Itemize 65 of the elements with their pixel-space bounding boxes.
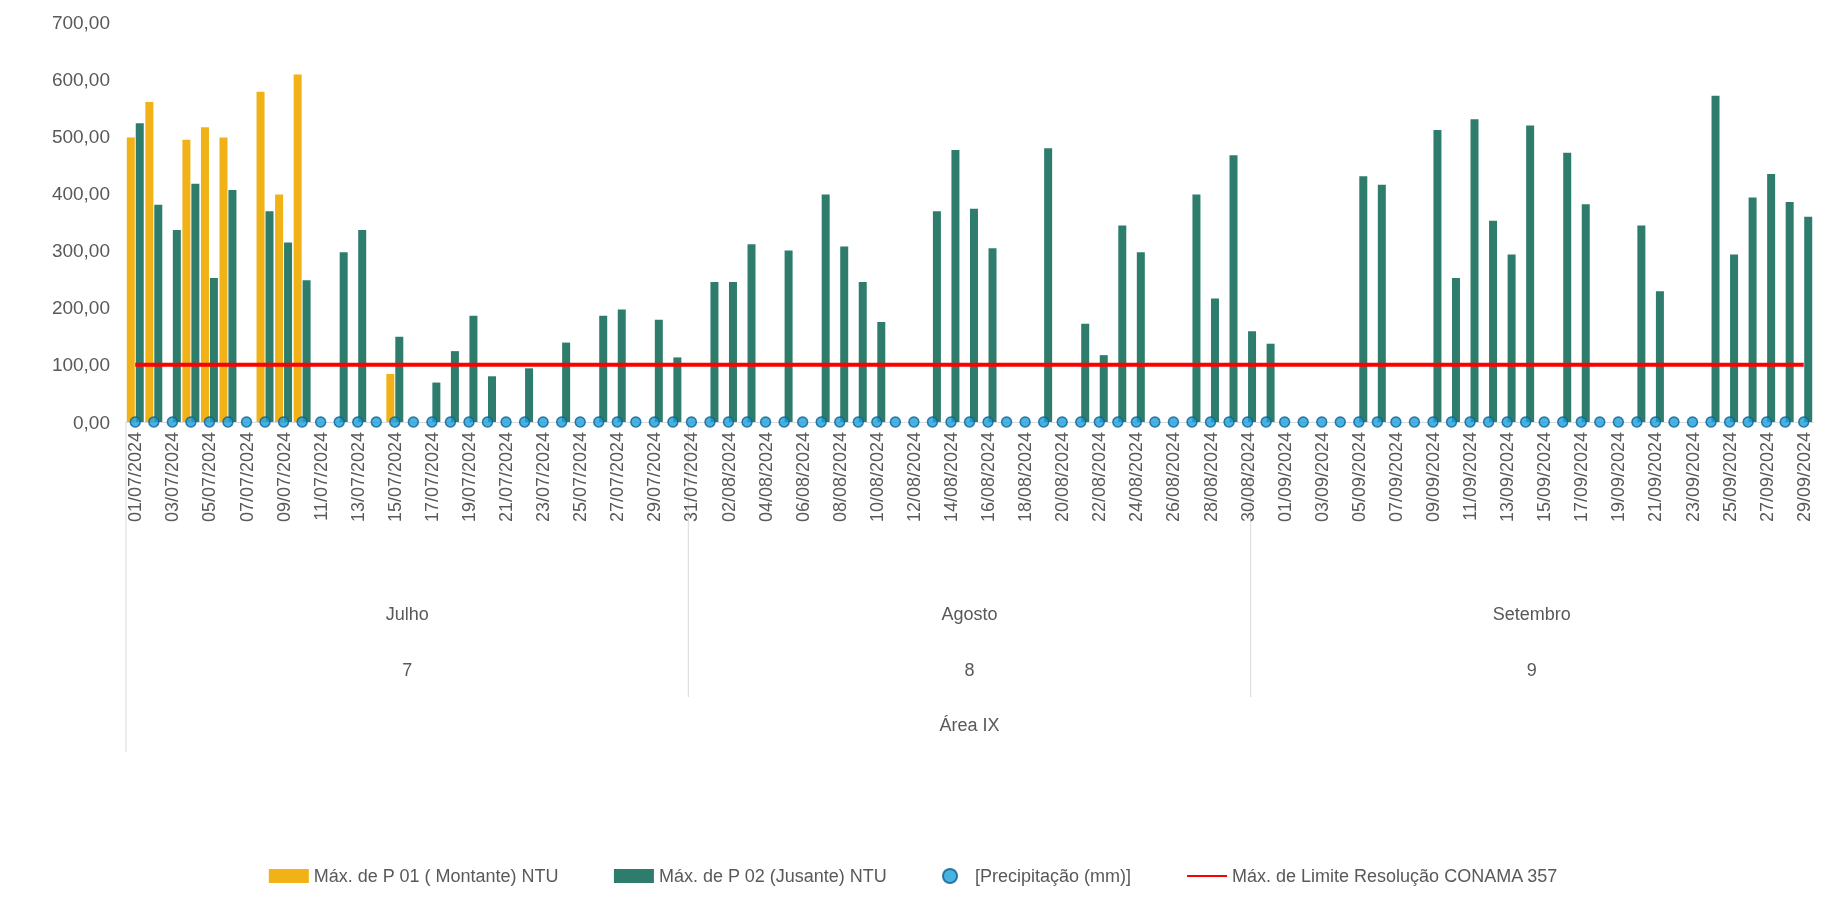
x-tick-label: 01/09/2024	[1274, 432, 1295, 523]
x-tick-label: 15/09/2024	[1534, 432, 1555, 523]
x-tick-label: 09/09/2024	[1422, 432, 1443, 523]
x-tick-label: 18/08/2024	[1015, 432, 1036, 523]
text: Área IX	[939, 715, 1000, 735]
y-tick-label: 200,00	[51, 297, 110, 319]
y-tick-label: 500,00	[51, 125, 110, 147]
x-tick-label: 30/08/2024	[1237, 432, 1258, 523]
x-tick-label: 07/09/2024	[1385, 432, 1406, 523]
text: Julho	[385, 604, 429, 624]
x-tick-label: 19/07/2024	[458, 432, 479, 523]
x-tick-label: 23/07/2024	[533, 432, 554, 523]
x-tick-label: 06/08/2024	[792, 432, 813, 523]
x-tick-label: 13/09/2024	[1497, 432, 1518, 523]
x-tick-label: 03/07/2024	[162, 432, 183, 523]
x-tick-label: 31/07/2024	[681, 432, 702, 523]
x-tick-label: 08/08/2024	[829, 432, 850, 523]
x-tick-label: 15/07/2024	[384, 432, 405, 523]
text: 8	[964, 660, 975, 680]
x-tick-label: 03/09/2024	[1311, 432, 1332, 523]
x-tick-label: 02/08/2024	[718, 432, 739, 523]
text: 7	[402, 660, 413, 680]
x-tick-label: 04/08/2024	[755, 432, 776, 523]
x-tick-label: 29/07/2024	[644, 432, 665, 523]
x-tick-label: 11/09/2024	[1460, 432, 1481, 521]
y-tick-label: 700,00	[51, 11, 110, 33]
legend-label: Máx. de P 02 (Jusante) NTU	[658, 866, 887, 886]
x-tick-label: 07/07/2024	[236, 432, 257, 523]
x-tick-label: 05/07/2024	[199, 432, 220, 523]
x-tick-label: 21/07/2024	[496, 432, 517, 523]
text: Agosto	[941, 604, 998, 624]
y-tick-label: 400,00	[51, 182, 110, 204]
x-tick-label: 27/09/2024	[1756, 432, 1777, 523]
y-tick-label: 100,00	[51, 354, 110, 376]
legend-label: Máx. de P 01 ( Montante) NTU	[313, 866, 559, 886]
x-tick-label: 27/07/2024	[607, 432, 628, 523]
x-tick-label: 11/07/2024	[310, 432, 331, 521]
x-tick-label: 23/09/2024	[1682, 432, 1703, 523]
x-tick-label: 25/07/2024	[570, 432, 591, 523]
x-tick-label: 10/08/2024	[866, 432, 887, 523]
x-tick-label: 13/07/2024	[347, 432, 368, 523]
x-tick-label: 16/08/2024	[978, 432, 999, 523]
legend-label: [Precipitação (mm)]	[975, 866, 1132, 886]
x-tick-label: 26/08/2024	[1163, 432, 1184, 523]
x-tick-label: 19/09/2024	[1608, 432, 1629, 523]
x-tick-label: 22/08/2024	[1089, 432, 1110, 523]
y-tick-label: 300,00	[51, 240, 110, 262]
x-tick-label: 05/09/2024	[1348, 432, 1369, 523]
x-tick-label: 20/08/2024	[1052, 432, 1073, 523]
y-tick-label: 0,00	[73, 411, 110, 433]
text: 9	[1526, 660, 1537, 680]
x-tick-label: 09/07/2024	[273, 432, 294, 523]
x-tick-label: 24/08/2024	[1126, 432, 1147, 523]
x-tick-label: 17/09/2024	[1571, 432, 1592, 523]
legend-label: Máx. de Limite Resolução CONAMA 357	[1232, 866, 1558, 886]
x-tick-label: 14/08/2024	[940, 432, 961, 523]
x-tick-label: 01/07/2024	[125, 432, 146, 523]
x-tick-label: 29/09/2024	[1793, 432, 1814, 523]
x-tick-label: 17/07/2024	[421, 432, 442, 523]
x-tick-label: 21/09/2024	[1645, 432, 1666, 523]
y-tick-label: 600,00	[51, 68, 110, 90]
x-tick-label: 12/08/2024	[903, 432, 924, 523]
x-tick-label: 25/09/2024	[1719, 432, 1740, 523]
text: Setembro	[1492, 604, 1571, 624]
x-tick-label: 28/08/2024	[1200, 432, 1221, 523]
